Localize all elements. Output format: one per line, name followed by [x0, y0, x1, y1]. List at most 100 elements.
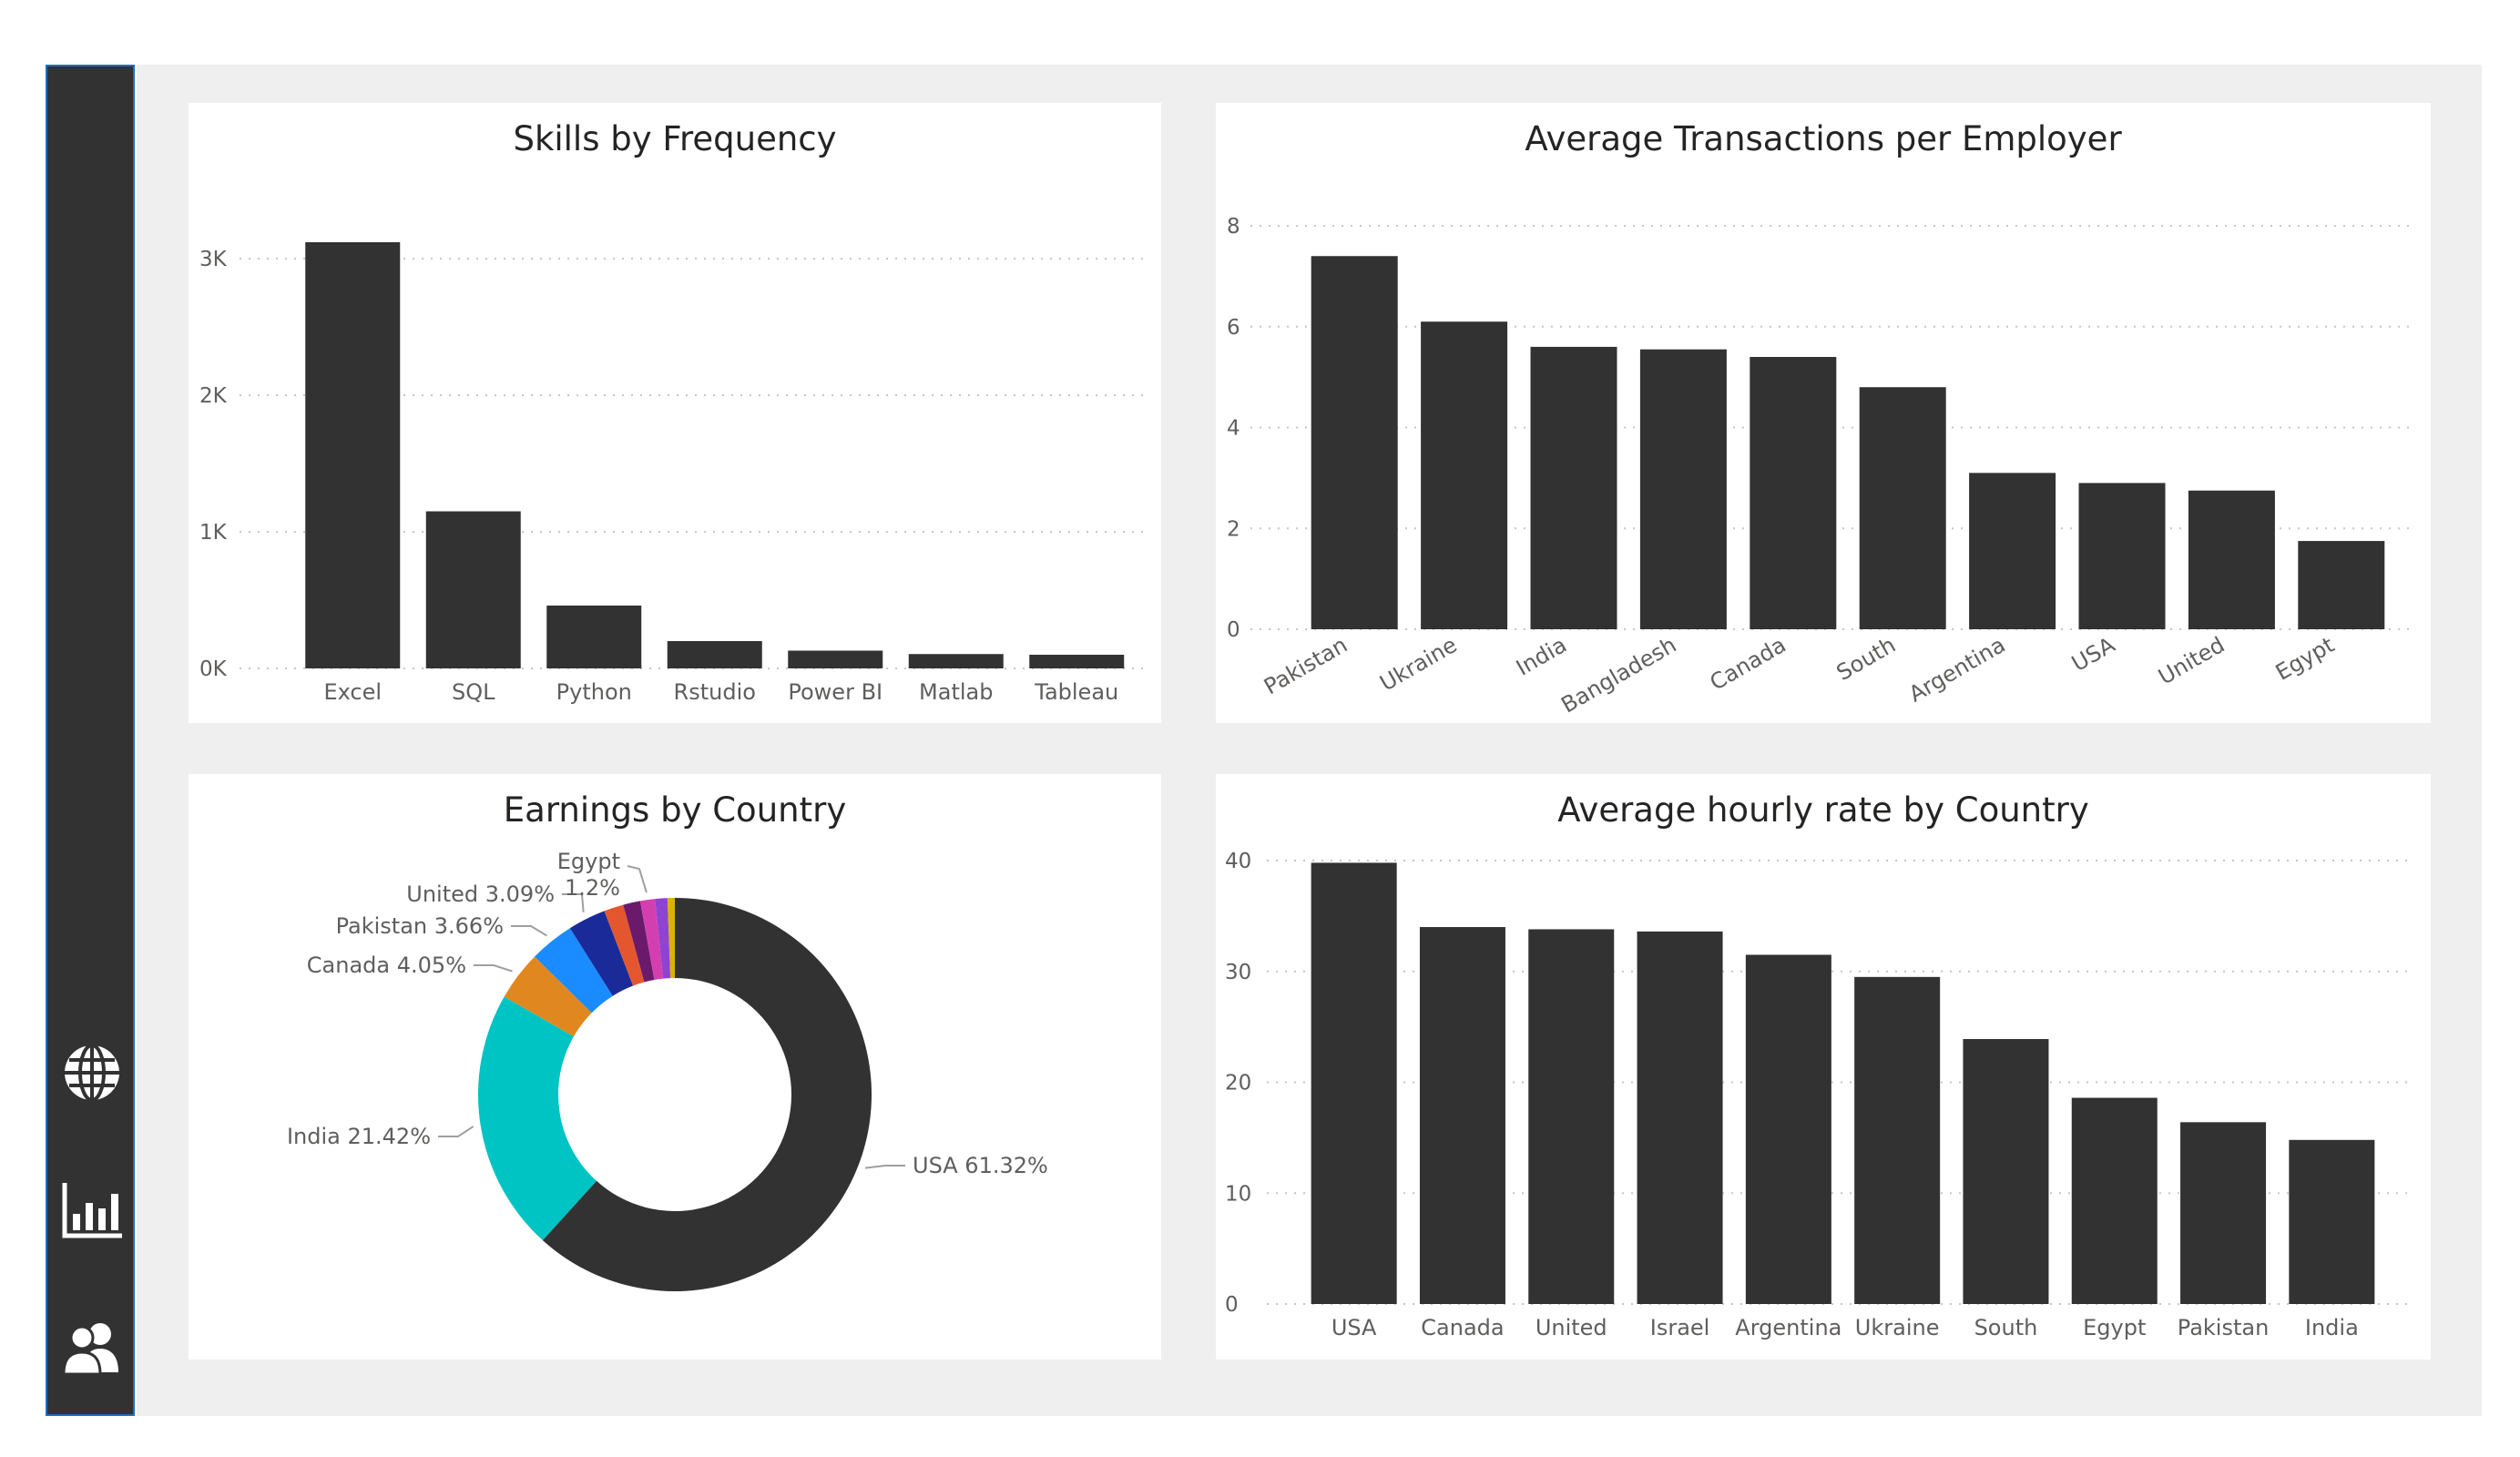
bar-usa[interactable] — [2078, 483, 2166, 629]
x-category-label: USA — [2067, 632, 2120, 677]
x-category-label: Canada — [1706, 632, 1791, 696]
x-category-label: Excel — [323, 679, 382, 705]
x-category-label: Pakistan — [2178, 1315, 2270, 1340]
x-category-label: Egypt — [2083, 1315, 2146, 1340]
bar-argentina[interactable] — [1745, 954, 1831, 1304]
bar-ukraine[interactable] — [1421, 321, 1508, 629]
transactions-bar-chart: Average Transactions per Employer 02468 … — [1227, 119, 2414, 718]
leader-line — [438, 1126, 474, 1137]
y-tick-label: 3K — [199, 248, 228, 271]
y-tick-label: 8 — [1227, 215, 1240, 239]
bar-excel[interactable] — [305, 242, 401, 668]
bar-rstudio[interactable] — [667, 641, 762, 668]
y-tick-label: 0 — [1227, 618, 1240, 642]
y-tick-label: 40 — [1225, 850, 1251, 873]
slice-canada[interactable] — [504, 956, 592, 1037]
x-category-label: India — [1512, 632, 1571, 681]
bar-ukraine[interactable] — [1854, 976, 1941, 1304]
chart-title: Average Transactions per Employer — [1525, 119, 2122, 158]
y-tick-label: 0K — [199, 657, 228, 681]
x-category-label: India — [2305, 1315, 2359, 1340]
earnings-chart-panel[interactable]: Earnings by Country USA 61.32% India 21.4… — [189, 774, 1161, 1360]
data-label: USA 61.32% — [913, 1153, 1048, 1178]
bar-usa[interactable] — [1311, 862, 1397, 1304]
x-category-label: SQL — [452, 679, 495, 705]
bar-india[interactable] — [1530, 346, 1617, 629]
x-category-label: Israel — [1650, 1315, 1710, 1340]
y-tick-label: 1K — [199, 521, 228, 545]
bar-egypt[interactable] — [2298, 541, 2385, 629]
bar-canada[interactable] — [1419, 927, 1505, 1304]
bar-power-bi[interactable] — [788, 650, 883, 669]
report-canvas: Skills by Frequency 0K 1K 2K 3K Excel SQL Pyt… — [137, 65, 2482, 1416]
y-tick-label: 4 — [1227, 417, 1240, 441]
slice-other-d[interactable] — [667, 898, 675, 979]
slice-united[interactable] — [569, 911, 634, 996]
y-tick-label: 2K — [199, 384, 228, 408]
chart-title: Skills by Frequency — [513, 119, 836, 158]
y-tick-label: 6 — [1227, 316, 1240, 340]
x-category-label: South — [1832, 632, 1900, 686]
bar-south[interactable] — [1859, 387, 1946, 629]
data-label: Canada 4.05% — [307, 953, 466, 978]
x-category-label: Matlab — [919, 679, 993, 705]
skills-bar-chart: Skills by Frequency 0K 1K 2K 3K Excel SQL Pyt… — [199, 119, 1145, 705]
slice-pakistan[interactable] — [534, 928, 613, 1014]
x-category-label: Argentina — [1735, 1315, 1842, 1340]
y-tick-label: 30 — [1225, 961, 1251, 984]
x-category-label: Pakistan — [1260, 632, 1352, 699]
x-category-label: Rstudio — [674, 679, 756, 705]
bar-pakistan[interactable] — [2180, 1122, 2267, 1304]
x-category-label: Python — [556, 679, 632, 705]
slice-other-a[interactable] — [604, 904, 645, 986]
globe-icon[interactable] — [60, 1041, 124, 1105]
x-category-label: United — [1535, 1315, 1607, 1340]
chart-title: Earnings by Country — [504, 790, 846, 830]
x-category-label: South — [1974, 1315, 2038, 1340]
users-icon[interactable] — [60, 1316, 124, 1380]
x-category-label: Canada — [1421, 1315, 1504, 1340]
x-category-label: Ukraine — [1855, 1315, 1940, 1340]
slice-india[interactable] — [478, 996, 597, 1240]
hourly-rate-chart-panel[interactable]: Average hourly rate by Country 0 10 20 30 40… — [1216, 774, 2431, 1360]
slice-other-b[interactable] — [623, 901, 655, 983]
slice-egypt[interactable] — [639, 899, 664, 981]
leader-line — [864, 1165, 905, 1169]
skills-chart-panel[interactable]: Skills by Frequency 0K 1K 2K 3K Excel SQL Pyt… — [189, 103, 1161, 723]
leader-line — [562, 893, 585, 912]
x-category-label: Bangladesh — [1557, 632, 1681, 718]
data-label: 1.2% — [565, 875, 620, 901]
y-tick-label: 2 — [1227, 517, 1240, 541]
bar-egypt[interactable] — [2071, 1097, 2158, 1304]
bar-india[interactable] — [2289, 1139, 2375, 1304]
bar-united[interactable] — [2188, 490, 2275, 629]
chart-title: Average hourly rate by Country — [1557, 790, 2088, 830]
bar-canada[interactable] — [1750, 356, 1837, 629]
bar-pakistan[interactable] — [1311, 256, 1398, 629]
bar-israel[interactable] — [1637, 931, 1723, 1304]
bar-argentina[interactable] — [1969, 473, 2056, 629]
slice-other-c[interactable] — [655, 898, 671, 979]
y-tick-label: 10 — [1225, 1182, 1251, 1206]
x-category-label: Ukraine — [1375, 632, 1461, 697]
bar-chart-icon[interactable] — [60, 1179, 124, 1243]
x-category-label: USA — [1331, 1315, 1377, 1340]
y-tick-label: 20 — [1225, 1072, 1251, 1095]
bar-bangladesh[interactable] — [1639, 349, 1727, 629]
bar-python[interactable] — [546, 606, 642, 668]
x-category-label: Tableau — [1034, 679, 1118, 705]
slice-usa[interactable] — [542, 898, 872, 1291]
bar-tableau[interactable] — [1029, 655, 1125, 668]
data-label: Egypt — [557, 849, 620, 874]
x-category-label: Power BI — [788, 679, 883, 705]
data-label: India 21.42% — [287, 1124, 431, 1149]
hourly-rate-bar-chart: Average hourly rate by Country 0 10 20 30 40… — [1225, 790, 2414, 1340]
leader-line — [511, 925, 548, 937]
bar-matlab[interactable] — [908, 654, 1004, 668]
bar-sql[interactable] — [425, 511, 521, 669]
data-label: Pakistan 3.66% — [336, 913, 504, 939]
bar-united[interactable] — [1528, 929, 1615, 1304]
leader-line — [627, 865, 648, 893]
bar-south[interactable] — [1963, 1039, 2049, 1304]
